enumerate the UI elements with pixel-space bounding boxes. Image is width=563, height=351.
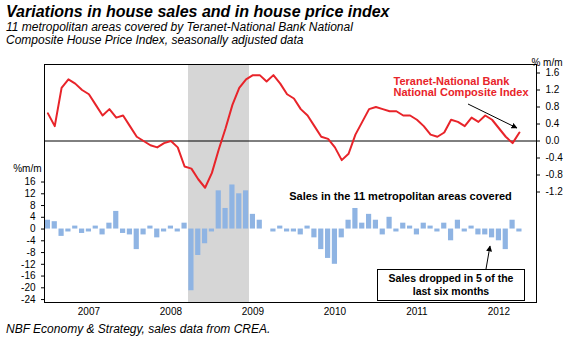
svg-text:12: 12 xyxy=(24,188,36,199)
svg-text:2007: 2007 xyxy=(78,306,101,317)
svg-text:-0.4: -0.4 xyxy=(546,152,563,163)
svg-text:1.2: 1.2 xyxy=(546,84,560,95)
svg-text:2012: 2012 xyxy=(488,306,511,317)
svg-text:-8: -8 xyxy=(27,247,36,258)
svg-text:Sales in the 11 metropolitan a: Sales in the 11 metropolitan areas cover… xyxy=(289,190,512,202)
svg-text:0.0: 0.0 xyxy=(546,135,560,146)
svg-text:0.8: 0.8 xyxy=(546,101,560,112)
svg-text:4: 4 xyxy=(30,211,36,222)
svg-text:-24: -24 xyxy=(21,294,36,305)
svg-text:-20: -20 xyxy=(21,282,36,293)
svg-text:-4: -4 xyxy=(27,235,36,246)
svg-text:-16: -16 xyxy=(21,270,36,281)
html-text:11 metropolitan areas covered: 11 metropolitan areas covered by Teranet… xyxy=(6,20,353,47)
svg-text:16: 16 xyxy=(24,176,36,187)
svg-text:% m/m: % m/m xyxy=(531,57,562,68)
svg-text:1.6: 1.6 xyxy=(546,67,560,78)
svg-text:0: 0 xyxy=(30,223,36,234)
html-text:Sales dropped in 5 of the last: Sales dropped in 5 of the last six month… xyxy=(388,272,514,297)
svg-text:2011: 2011 xyxy=(406,306,428,317)
svg-text:0.4: 0.4 xyxy=(546,118,560,129)
html-text:Variations in house sales and: Variations in house sales and in house p… xyxy=(6,3,390,20)
svg-text:2010: 2010 xyxy=(324,306,347,317)
html-text:NBF Economy & Strategy, sales: NBF Economy & Strategy, sales data from … xyxy=(6,322,271,336)
svg-text:-12: -12 xyxy=(21,259,36,270)
svg-text:8: 8 xyxy=(30,200,36,211)
svg-text:%m/m: %m/m xyxy=(13,163,41,174)
svg-text:2009: 2009 xyxy=(242,306,265,317)
svg-text:2008: 2008 xyxy=(160,306,183,317)
svg-text:-1.2: -1.2 xyxy=(546,186,563,197)
svg-text:-0.8: -0.8 xyxy=(546,169,563,180)
svg-text:Teranet-National BankNational: Teranet-National BankNational Composite … xyxy=(394,75,530,98)
